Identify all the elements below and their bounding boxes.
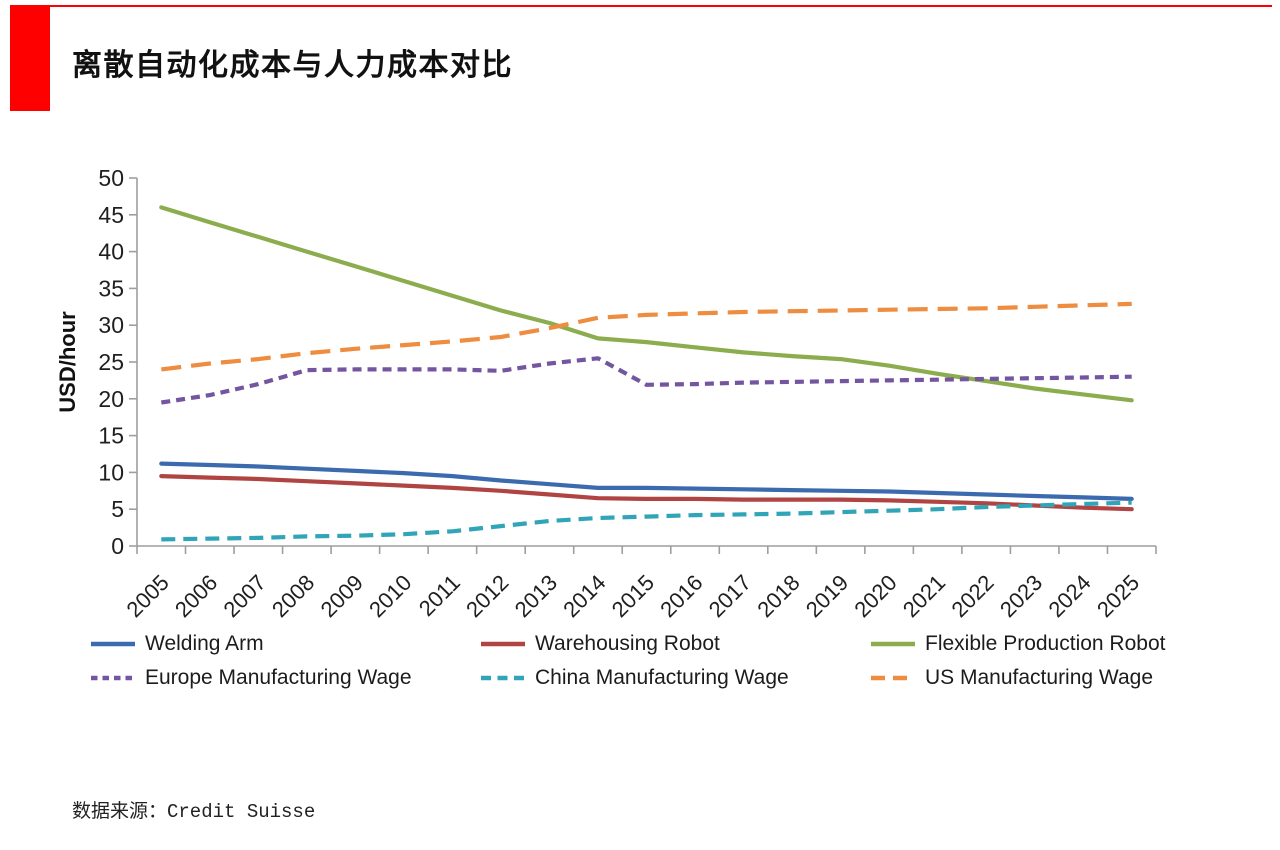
svg-text:2015: 2015 [607,570,659,622]
svg-text:2017: 2017 [704,570,756,622]
x-tick-label: 2015 [607,570,659,622]
series-line-europe-manufacturing-wage [160,356,1132,405]
x-tick-label: 2024 [1043,570,1095,622]
y-tick-label: 0 [111,533,124,559]
accent-block [10,5,50,111]
x-tick-label: 2022 [946,570,998,622]
y-tick-label: 30 [98,312,124,338]
x-tick-label: 2007 [219,570,271,622]
legend-swatch-us-manufacturing-wage [871,675,915,681]
series-line-flexible-production-robot [159,205,1134,403]
x-tick-label: 2008 [267,570,319,622]
legend-swatch-welding-arm [91,641,135,647]
legend-label: China Manufacturing Wage [535,666,789,689]
legend-label: Flexible Production Robot [925,632,1166,655]
chart-title: 离散自动化成本与人力成本对比 [72,49,513,82]
legend-swatch-warehousing-robot [481,641,525,647]
data-source: 数据来源：Credit Suisse [72,801,316,823]
legend-item-welding-arm: Welding Arm [90,629,480,659]
chart-legend: Welding Arm Warehousing Robot Flexible Pro… [90,629,1220,693]
svg-text:2016: 2016 [655,570,707,622]
x-tick-label: 2020 [849,570,901,622]
y-axis-label: USD/hour [55,311,80,413]
svg-text:2024: 2024 [1043,570,1095,622]
x-tick-label: 2021 [898,570,950,622]
top-divider-line [10,5,1272,7]
x-tick-label: 2009 [316,570,368,622]
legend-item-us-manufacturing-wage: US Manufacturing Wage [870,663,1220,693]
svg-text:2023: 2023 [995,570,1047,622]
x-tick-label: 2019 [801,570,853,622]
svg-text:2018: 2018 [752,570,804,622]
legend-item-warehousing-robot: Warehousing Robot [480,629,870,659]
svg-text:2005: 2005 [122,570,174,622]
legend-item-flexible-production-robot: Flexible Production Robot [870,629,1220,659]
legend-swatch-europe-manufacturing-wage [91,675,135,681]
legend-item-china-manufacturing-wage: China Manufacturing Wage [480,663,870,693]
x-tick-label: 2017 [704,570,756,622]
svg-text:2009: 2009 [316,570,368,622]
svg-text:2014: 2014 [558,570,610,622]
svg-text:2020: 2020 [849,570,901,622]
y-tick-label: 35 [98,275,124,301]
legend-label: US Manufacturing Wage [925,666,1153,689]
legend-swatch-china-manufacturing-wage [481,675,525,681]
series-line-china-manufacturing-wage [161,500,1132,542]
svg-text:2019: 2019 [801,570,853,622]
x-tick-label: 2012 [461,570,513,622]
y-tick-label: 15 [98,423,124,449]
legend-label: Europe Manufacturing Wage [145,666,412,689]
x-tick-label: 2005 [122,570,174,622]
y-tick-label: 20 [98,386,124,412]
svg-text:2011: 2011 [414,570,465,621]
x-tick-label: 2016 [655,570,707,622]
axes [136,178,1156,547]
svg-text:2012: 2012 [461,570,513,622]
series-line-us-manufacturing-wage [161,301,1132,372]
y-tick-label: 10 [98,459,124,485]
legend-label: Welding Arm [145,632,264,655]
y-tick-label: 25 [98,349,124,375]
series-line-welding-arm [159,461,1134,501]
legend-swatch-flexible-production-robot [871,641,915,647]
x-tick-label: 2025 [1092,570,1144,622]
svg-text:2022: 2022 [946,570,998,622]
x-tick-label: 2010 [364,570,416,622]
svg-text:2007: 2007 [219,570,271,622]
svg-text:2008: 2008 [267,570,319,622]
x-tick-label: 2014 [558,570,610,622]
series-line-warehousing-robot [159,474,1134,512]
svg-text:2006: 2006 [170,570,222,622]
y-tick-label: 40 [98,239,124,265]
svg-text:2025: 2025 [1092,570,1144,622]
x-tick-label: 2018 [752,570,804,622]
svg-text:2021: 2021 [898,570,950,622]
x-tick-label: 2006 [170,570,222,622]
svg-text:2013: 2013 [510,570,562,622]
y-tick-label: 45 [98,202,124,228]
x-tick-label: 2011 [414,570,465,621]
y-tick-label: 5 [111,496,124,522]
x-tick-label: 2013 [510,570,562,622]
legend-label: Warehousing Robot [535,632,720,655]
svg-text:2010: 2010 [364,570,416,622]
legend-item-europe-manufacturing-wage: Europe Manufacturing Wage [90,663,480,693]
y-tick-label: 50 [98,165,124,191]
x-tick-label: 2023 [995,570,1047,622]
